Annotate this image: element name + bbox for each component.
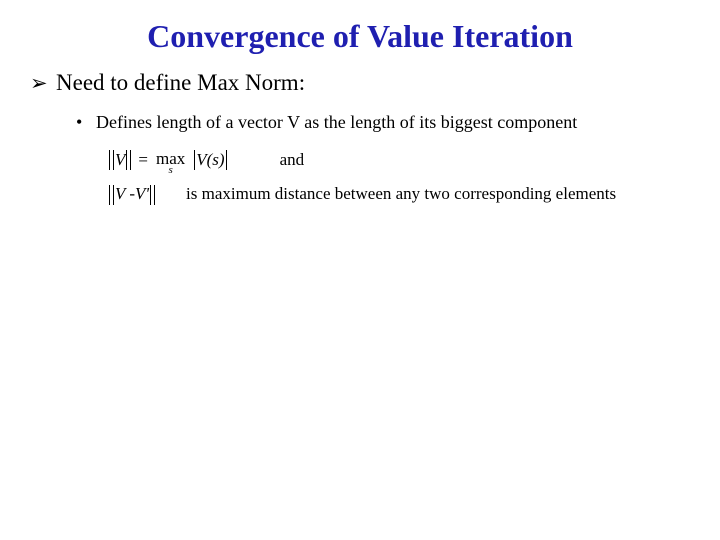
math-var: V: [115, 147, 125, 173]
math-var: V -V': [115, 181, 149, 207]
double-bar-icon: [109, 150, 114, 170]
math-row-2: V -V' is maximum distance between any tw…: [108, 181, 690, 207]
max-op-sub: s: [168, 166, 172, 176]
bullet-level1: ➢ Need to define Max Norm:: [30, 69, 690, 97]
slide: Convergence of Value Iteration ➢ Need to…: [0, 0, 720, 540]
double-bar-icon: [109, 185, 114, 205]
double-bar-icon: [150, 185, 155, 205]
math-block: V = max s V(s) and V -V' is max: [108, 147, 690, 208]
slide-title: Convergence of Value Iteration: [30, 18, 690, 55]
bullet-marker-l2: •: [76, 111, 96, 133]
equals-sign: =: [138, 147, 148, 173]
bullet-marker-l1: ➢: [30, 69, 56, 97]
max-operator: max s: [156, 151, 185, 176]
and-text: and: [280, 147, 305, 173]
abs-rhs-1: V(s): [193, 147, 227, 173]
single-bar-icon: [226, 150, 227, 170]
bullet-level2: • Defines length of a vector V as the le…: [76, 111, 690, 133]
double-bar-icon: [126, 150, 131, 170]
norm-lhs-2: V -V': [108, 181, 156, 207]
norm-lhs-1: V: [108, 147, 132, 173]
single-bar-icon: [194, 150, 195, 170]
math-explain-text: is maximum distance between any two corr…: [186, 181, 616, 207]
math-var: V(s): [196, 147, 224, 173]
bullet-text-l1: Need to define Max Norm:: [56, 69, 305, 97]
math-row-1: V = max s V(s) and: [108, 147, 690, 173]
bullet-text-l2: Defines length of a vector V as the leng…: [96, 111, 577, 133]
